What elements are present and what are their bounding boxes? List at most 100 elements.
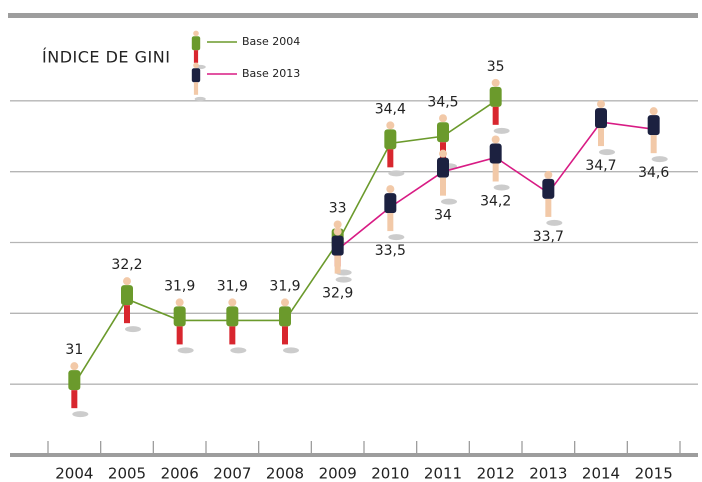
body (489, 143, 502, 164)
x-tick-label: 2013 (529, 465, 567, 482)
body (489, 86, 502, 107)
head (193, 62, 199, 69)
point-figure (68, 362, 89, 418)
data-label: 34 (434, 208, 452, 224)
legs (598, 128, 604, 147)
shadow (72, 411, 89, 418)
point-figure (647, 107, 668, 163)
point-figure (226, 298, 247, 354)
point-figure (437, 149, 457, 205)
shadow (546, 219, 563, 226)
x-tick-label: 2004 (55, 465, 93, 482)
data-label: 31,9 (164, 278, 195, 294)
top-border (8, 13, 698, 18)
head (193, 30, 199, 37)
head (228, 298, 237, 307)
data-label: 33 (329, 201, 347, 217)
data-label: 34,2 (480, 194, 511, 210)
data-label: 31 (65, 342, 83, 358)
body (226, 306, 239, 327)
head (386, 121, 395, 130)
x-tick-label: 2014 (582, 465, 620, 482)
legs (282, 326, 288, 345)
head (491, 135, 500, 144)
x-tick-label: 2007 (213, 465, 251, 482)
data-label: 32,9 (322, 286, 353, 302)
point-figure (173, 298, 194, 354)
legs (193, 82, 199, 95)
head (544, 170, 553, 179)
legs (492, 106, 499, 125)
x-tick-label: 2009 (319, 465, 357, 482)
shadow (177, 347, 194, 354)
body (331, 235, 344, 256)
body (542, 178, 555, 199)
body (68, 370, 81, 391)
shadow (441, 198, 457, 205)
shadow (493, 127, 510, 134)
chart-title: ÍNDICE DE GINI (42, 48, 170, 67)
shadow (599, 149, 615, 156)
legs (492, 163, 499, 182)
head (491, 78, 500, 87)
legs (193, 50, 199, 63)
x-tick-label: 2006 (161, 465, 199, 482)
shadow (651, 156, 668, 163)
body (437, 157, 449, 178)
data-label: 32,2 (111, 257, 142, 273)
x-tick-label: 2011 (424, 465, 462, 482)
data-label: 33,7 (533, 229, 564, 245)
point-figure (489, 135, 510, 191)
shadow (283, 347, 299, 354)
data-label: 34,4 (375, 101, 406, 117)
shadow (194, 96, 206, 102)
shadow (230, 347, 247, 354)
point-figure (489, 78, 510, 134)
data-label: 33,5 (375, 243, 406, 259)
shadow (388, 170, 405, 177)
body (191, 36, 201, 51)
legs (229, 326, 236, 345)
body (384, 193, 397, 214)
head (333, 227, 342, 236)
head (123, 277, 131, 286)
data-label: 34,6 (638, 165, 669, 181)
head (70, 362, 79, 371)
legs (71, 390, 78, 409)
point-figure (331, 227, 352, 283)
point-figure (121, 277, 141, 333)
legend-label: Base 2004 (242, 35, 300, 48)
point-figure (542, 170, 563, 226)
head (597, 100, 605, 109)
legs (387, 149, 394, 168)
data-label: 34,5 (427, 94, 458, 110)
body (437, 122, 449, 143)
shadow (125, 326, 141, 333)
legs (545, 198, 552, 217)
legend-icon (191, 30, 206, 70)
shadow (493, 184, 510, 191)
x-tick-label: 2012 (477, 465, 515, 482)
head (281, 298, 289, 307)
point-figure (595, 100, 615, 156)
legs (650, 135, 657, 154)
data-label: 35 (487, 59, 505, 75)
head (333, 220, 342, 229)
x-tick-label: 2010 (371, 465, 409, 482)
body (595, 108, 607, 129)
point-figure (279, 298, 299, 354)
shadow (335, 276, 352, 283)
data-label: 31,9 (217, 278, 248, 294)
legs (334, 255, 341, 274)
shadow (388, 234, 405, 241)
data-label: 34,7 (585, 158, 616, 174)
head (175, 298, 184, 307)
body (647, 115, 660, 136)
legend-icon (191, 62, 206, 102)
legend-label: Base 2013 (242, 67, 300, 80)
x-tick-label: 2005 (108, 465, 146, 482)
x-tick-label: 2015 (635, 465, 673, 482)
legs (387, 213, 394, 232)
data-label: 31,9 (269, 278, 300, 294)
